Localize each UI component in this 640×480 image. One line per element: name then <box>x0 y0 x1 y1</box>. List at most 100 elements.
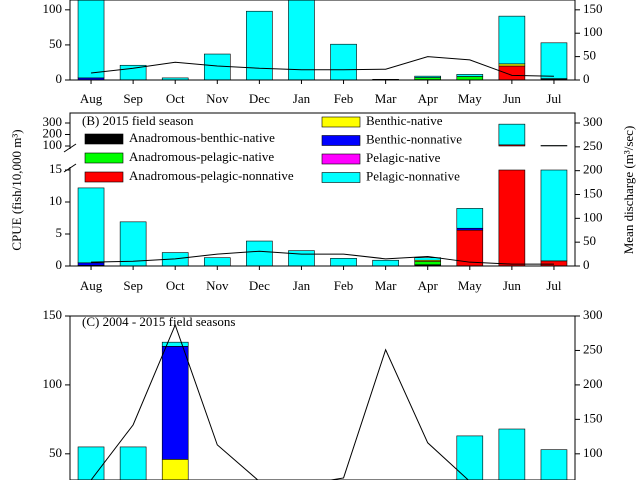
panel: 50 100 150 100 150 200 250 300 <box>43 307 603 480</box>
x-tick-label: Apr <box>418 91 439 106</box>
panel-title: (B) 2015 field season <box>82 113 194 128</box>
y2-tick-label: 300 <box>583 114 603 129</box>
bar-segment <box>540 169 568 262</box>
bar-segment <box>498 65 526 80</box>
y2-tick-label: 50 <box>583 48 596 63</box>
x-tick-label: Jul <box>546 278 562 293</box>
bar-segment <box>414 257 442 261</box>
plot-frame <box>69 112 576 267</box>
legend-label: Pelagic-native <box>366 150 441 165</box>
axis-break <box>62 143 78 173</box>
x-tick-label: Sep <box>123 278 143 293</box>
x-tick-label: May <box>458 278 482 293</box>
bar-segment <box>77 187 105 264</box>
bar-segment <box>372 259 399 266</box>
y2-tick-label: 100 <box>583 24 603 39</box>
y-tick-label: 100 <box>43 376 63 391</box>
bar-segment <box>119 446 147 480</box>
bar-segment <box>414 261 442 266</box>
x-tick-label: Nov <box>206 278 229 293</box>
y2-axis-label: Mean discharge (m³/sec) <box>621 126 636 255</box>
x-tick-label: Oct <box>166 91 185 106</box>
bar-segment <box>498 15 526 65</box>
x-tick-label: May <box>458 91 482 106</box>
y-tick-label: 300 <box>43 114 63 129</box>
bar-segment <box>77 262 105 266</box>
y-tick-label: 50 <box>49 445 62 460</box>
y-tick-label: 50 <box>49 36 62 51</box>
legend-label: Anadromous-benthic-native <box>129 130 275 145</box>
bar-segment <box>498 123 526 146</box>
panel-title: (C) 2004 - 2015 field seasons <box>82 314 235 329</box>
y-tick-label: 0 <box>56 257 63 272</box>
discharge-line <box>90 323 470 480</box>
x-tick-label: Jun <box>503 91 522 106</box>
bar-segment <box>414 77 442 80</box>
bar-segment <box>540 260 568 266</box>
bar-segment <box>330 43 357 80</box>
legend-swatch <box>84 133 124 145</box>
x-tick-label: Jan <box>293 278 311 293</box>
y-tick-label: 100 <box>43 1 63 16</box>
bar-segment <box>330 258 357 266</box>
plot-frame <box>69 315 576 480</box>
y2-tick-label: 300 <box>583 307 603 322</box>
x-tick-label: Dec <box>249 91 270 106</box>
bar-segment <box>456 76 484 80</box>
plot-area <box>77 323 568 480</box>
x-tick-label: Mar <box>375 91 397 106</box>
bar-segment <box>161 77 189 80</box>
y-tick-label: 5 <box>56 225 63 240</box>
plot-area <box>77 0 568 80</box>
x-tick-label: Jan <box>293 91 311 106</box>
bar-segment <box>161 346 189 460</box>
legend-swatch <box>321 116 361 128</box>
y2-tick-label: 150 <box>583 185 603 200</box>
y2-tick-label: 0 <box>583 257 590 272</box>
bar-segment <box>414 75 442 78</box>
bar-segment <box>246 10 273 80</box>
bar-segment <box>119 221 147 266</box>
y-tick-label: 15 <box>49 161 62 176</box>
y2-tick-label: 0 <box>583 71 590 86</box>
panel: 0 50 100 0 50 100 150 Aug Sep Oct Nov Dec Jan Feb Mar A… <box>43 0 603 106</box>
bar-segment <box>77 446 105 480</box>
legend-swatch <box>321 172 361 183</box>
bar-segment <box>540 145 568 147</box>
y2-tick-label: 200 <box>583 376 603 391</box>
y2-tick-label: 100 <box>583 445 603 460</box>
discharge-line <box>90 56 554 77</box>
legend-label: Anadromous-pelagic-nonnative <box>129 168 294 183</box>
x-tick-label: Feb <box>334 278 354 293</box>
discharge-line <box>91 250 554 265</box>
bar-segment <box>161 459 189 480</box>
legend-label: Benthic-nonnative <box>366 131 462 146</box>
x-tick-label: Nov <box>206 91 229 106</box>
bar-segment <box>498 169 526 266</box>
bar-segment <box>456 435 484 480</box>
legend-label: Anadromous-pelagic-native <box>129 149 274 164</box>
bar-segment <box>77 0 105 79</box>
legend-swatch <box>321 153 361 165</box>
y2-tick-label: 50 <box>583 233 596 248</box>
x-tick-label: Mar <box>375 278 397 293</box>
y-axis-label: CPUE (fish/10,000 m³) <box>9 129 24 250</box>
bar-segment <box>161 341 189 347</box>
bar-segment <box>540 449 568 480</box>
plot-area <box>77 123 568 266</box>
y-tick-label: 100 <box>43 137 63 152</box>
y-tick-label: 150 <box>43 307 63 322</box>
x-tick-label: Apr <box>418 278 439 293</box>
y2-tick-label: 150 <box>583 1 603 16</box>
x-tick-label: Aug <box>80 91 103 106</box>
legend-swatch <box>321 135 361 146</box>
bar-segment <box>288 250 315 266</box>
x-tick-label: Jul <box>546 91 562 106</box>
legend-label: Benthic-native <box>366 113 443 128</box>
y-tick-label: 10 <box>49 193 62 208</box>
legend: Anadromous-benthic-native Anadromous-pela… <box>84 113 462 183</box>
legend-swatch <box>84 152 124 164</box>
